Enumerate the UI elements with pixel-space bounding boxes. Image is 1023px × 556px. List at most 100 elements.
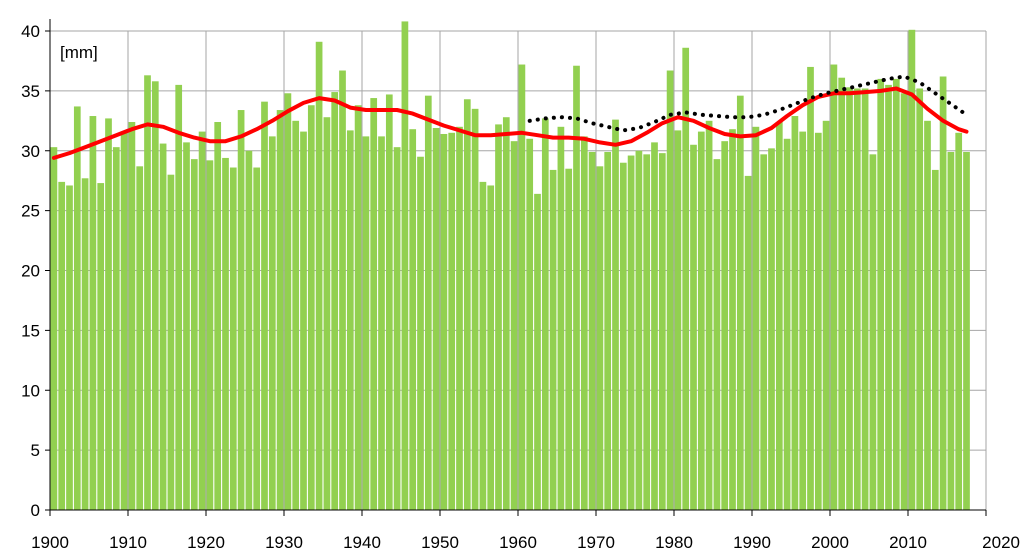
bar bbox=[604, 151, 612, 510]
x-tick-label: 1940 bbox=[343, 533, 381, 552]
bar bbox=[66, 185, 73, 511]
bar bbox=[471, 108, 479, 511]
bar bbox=[120, 131, 128, 510]
bar bbox=[159, 143, 167, 510]
tick-labels: 0 5 10 15 20 25 30 35 40 1900 1910 1920 1930 1940 1950… bbox=[21, 22, 1020, 552]
bar bbox=[222, 157, 229, 510]
bar bbox=[245, 150, 253, 510]
bar bbox=[190, 159, 198, 510]
bar bbox=[822, 120, 830, 510]
bar bbox=[385, 94, 393, 510]
bar bbox=[81, 178, 89, 511]
bar bbox=[783, 138, 791, 510]
bar bbox=[931, 169, 939, 510]
dotted-line bbox=[527, 74, 969, 133]
bar bbox=[518, 64, 526, 510]
bar bbox=[479, 181, 487, 510]
bar bbox=[401, 21, 409, 510]
x-tick-label: 2000 bbox=[811, 533, 849, 552]
bar bbox=[627, 155, 635, 511]
bar bbox=[744, 175, 752, 510]
bar bbox=[924, 120, 931, 510]
bar bbox=[502, 117, 510, 510]
bar bbox=[214, 122, 222, 510]
bar bbox=[167, 174, 175, 510]
y-tick-label: 20 bbox=[21, 262, 40, 281]
bar bbox=[50, 147, 58, 510]
y-tick-label: 0 bbox=[31, 501, 40, 520]
bar bbox=[323, 117, 331, 510]
bar bbox=[89, 116, 97, 511]
bar bbox=[799, 131, 807, 510]
bar bbox=[97, 183, 105, 510]
bar bbox=[963, 151, 970, 510]
unit-label: [mm] bbox=[60, 43, 98, 62]
x-tick-label: 2020 bbox=[982, 533, 1020, 552]
bar bbox=[955, 132, 963, 510]
bar bbox=[534, 193, 541, 511]
bar bbox=[440, 133, 448, 511]
bar bbox=[736, 95, 744, 510]
bar bbox=[877, 78, 885, 511]
bar bbox=[791, 116, 799, 511]
bar bbox=[206, 160, 214, 510]
gridlines bbox=[50, 30, 987, 510]
bar bbox=[807, 66, 814, 511]
bar bbox=[885, 84, 892, 510]
bar bbox=[253, 167, 261, 510]
bar bbox=[198, 131, 206, 510]
x-tick-label: 1910 bbox=[109, 533, 147, 552]
bar bbox=[729, 129, 736, 510]
y-tick-label: 25 bbox=[21, 202, 40, 221]
bar bbox=[58, 181, 66, 510]
y-tick-label: 30 bbox=[21, 142, 40, 161]
bar bbox=[307, 105, 315, 511]
bar bbox=[565, 168, 573, 510]
bar-series bbox=[50, 21, 970, 511]
bar bbox=[370, 98, 378, 510]
bar bbox=[151, 81, 159, 511]
bar bbox=[112, 147, 120, 510]
bar bbox=[682, 47, 690, 510]
bar bbox=[144, 75, 151, 511]
bar bbox=[393, 147, 401, 510]
bar bbox=[939, 76, 947, 510]
bar bbox=[354, 105, 362, 511]
bar bbox=[229, 167, 237, 510]
bar bbox=[105, 118, 112, 510]
bar bbox=[424, 95, 432, 510]
bar bbox=[838, 77, 846, 510]
bar bbox=[697, 131, 705, 510]
bar bbox=[690, 144, 697, 510]
bar bbox=[830, 64, 838, 510]
bar bbox=[900, 93, 908, 511]
bar bbox=[752, 126, 760, 511]
bar bbox=[619, 162, 627, 510]
bar bbox=[331, 92, 339, 510]
bar bbox=[588, 151, 596, 510]
bar bbox=[674, 130, 682, 510]
bar bbox=[775, 122, 783, 510]
bar bbox=[612, 119, 619, 511]
bar bbox=[580, 136, 588, 510]
bar bbox=[573, 65, 580, 510]
bar bbox=[432, 127, 440, 510]
bar bbox=[456, 126, 463, 511]
bar bbox=[526, 138, 534, 510]
bar bbox=[814, 132, 822, 510]
y-tick-label: 40 bbox=[21, 22, 40, 41]
bar bbox=[635, 150, 643, 510]
bar bbox=[73, 106, 81, 510]
x-tick-label: 1930 bbox=[265, 533, 303, 552]
bar bbox=[346, 130, 354, 510]
bar bbox=[292, 120, 300, 510]
bar bbox=[760, 154, 768, 510]
bar bbox=[541, 118, 549, 510]
bar bbox=[495, 124, 502, 510]
bar bbox=[136, 166, 144, 510]
bar bbox=[183, 142, 190, 510]
axes bbox=[45, 19, 987, 516]
bar bbox=[276, 110, 284, 510]
bar bbox=[557, 126, 565, 511]
